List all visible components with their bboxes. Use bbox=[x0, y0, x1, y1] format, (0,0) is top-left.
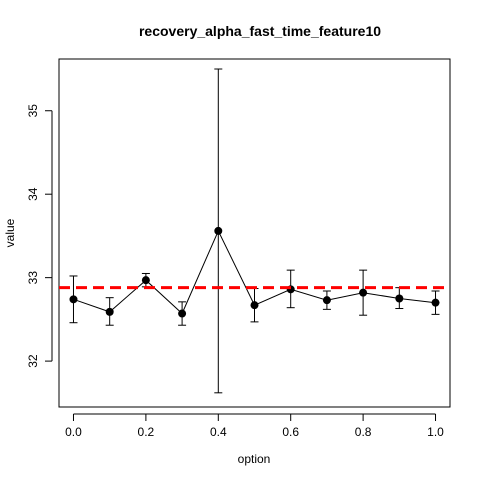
data-point bbox=[141, 276, 150, 285]
x-axis: 0.0 0.2 0.4 0.6 0.8 1.0 bbox=[65, 413, 444, 439]
y-tick-label: 32 bbox=[26, 354, 40, 368]
y-tick-label: 34 bbox=[26, 187, 40, 201]
data-point bbox=[178, 309, 187, 318]
x-tick-label: 0.4 bbox=[210, 425, 227, 439]
data-point bbox=[359, 288, 368, 297]
data-point bbox=[431, 298, 440, 307]
y-tick-label: 33 bbox=[26, 271, 40, 285]
x-axis-label: option bbox=[238, 452, 271, 466]
plot-area bbox=[59, 68, 450, 394]
data-point bbox=[214, 226, 223, 235]
x-tick-label: 0.6 bbox=[282, 425, 299, 439]
x-tick-label: 0.2 bbox=[138, 425, 155, 439]
chart-title: recovery_alpha_fast_time_feature10 bbox=[139, 23, 381, 39]
data-point bbox=[322, 296, 331, 305]
data-point bbox=[69, 295, 78, 304]
data-point bbox=[250, 301, 259, 310]
data-point bbox=[105, 307, 114, 316]
x-tick-label: 1.0 bbox=[427, 425, 444, 439]
y-tick-label: 35 bbox=[26, 104, 40, 118]
y-axis-label: value bbox=[3, 218, 17, 247]
plot-frame bbox=[58, 58, 451, 408]
data-point bbox=[395, 294, 404, 303]
x-tick-label: 0.0 bbox=[65, 425, 82, 439]
y-axis: 32 33 34 35 bbox=[26, 104, 53, 368]
x-tick-label: 0.8 bbox=[355, 425, 372, 439]
